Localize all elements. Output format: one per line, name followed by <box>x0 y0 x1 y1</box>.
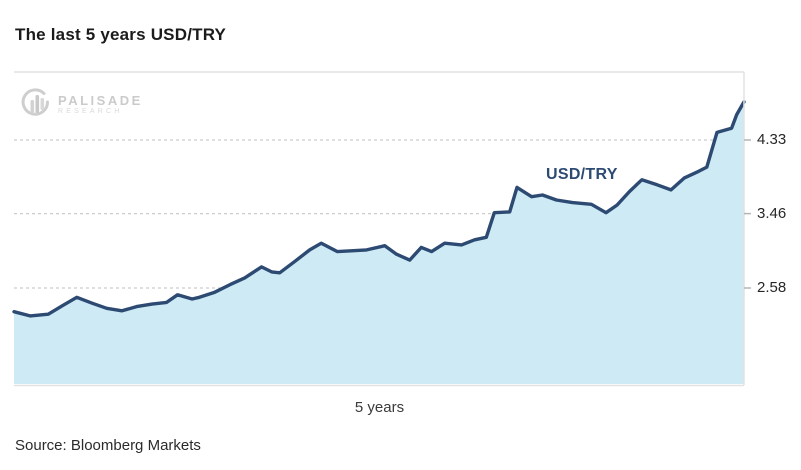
chart-title: The last 5 years USD/TRY <box>15 25 227 44</box>
y-axis-tick-label: 3.46 <box>757 204 787 222</box>
area-fill <box>14 101 744 385</box>
source-note: Source: Bloomberg Markets <box>15 437 201 454</box>
palisade-logo-text: PALISADE RESEARCH <box>58 94 143 116</box>
x-axis-label: 5 years <box>354 399 405 416</box>
series-label: USD/TRY <box>546 166 618 183</box>
watermark-subtitle: RESEARCH <box>58 108 123 115</box>
palisade-watermark: PALISADE RESEARCH <box>20 88 143 122</box>
y-axis-tick-label: 4.33 <box>757 131 787 148</box>
y-axis-tick-label: 2.58 <box>757 279 787 296</box>
price-line <box>12 100 746 318</box>
palisade-logo-icon <box>21 88 50 116</box>
watermark-brand: PALISADE <box>58 93 143 108</box>
